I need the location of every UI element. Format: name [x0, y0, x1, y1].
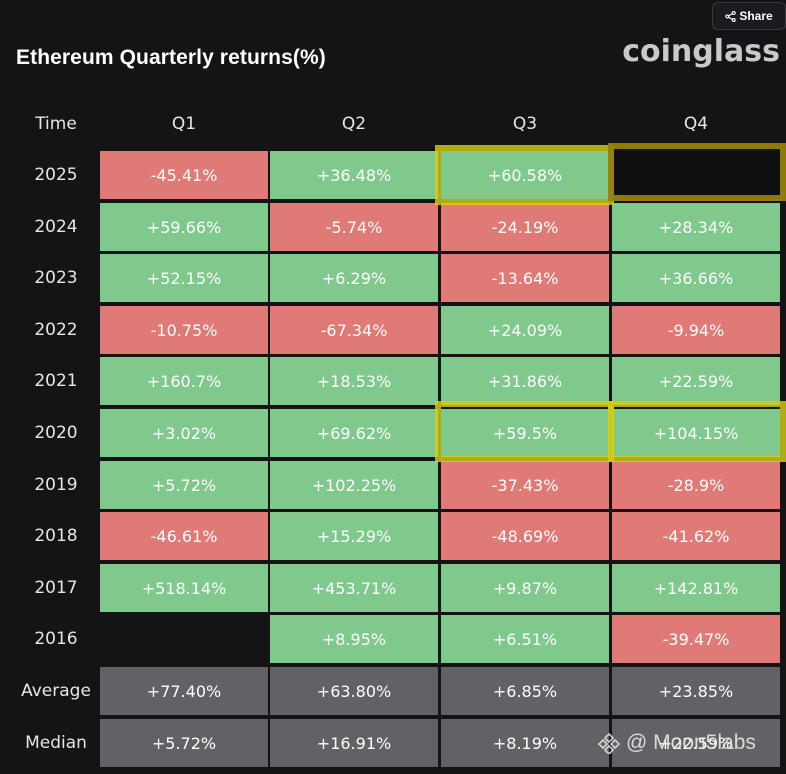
- summary-label: Average: [21, 681, 91, 701]
- return-cell: +142.81%: [612, 564, 780, 612]
- page-title: Ethereum Quarterly returns(%): [16, 46, 326, 69]
- return-cell: +3.02%: [100, 409, 268, 457]
- summary-cell: +77.40%: [100, 667, 268, 715]
- summary-cell: +16.91%: [270, 719, 438, 767]
- return-cell: +6.51%: [441, 615, 609, 663]
- diamond-logo-icon: [598, 732, 620, 754]
- return-cell: +52.15%: [100, 254, 268, 302]
- empty-q4-2025: [612, 151, 780, 199]
- year-label: 2023: [34, 268, 78, 288]
- return-cell: -48.69%: [441, 512, 609, 560]
- year-label: 2024: [34, 217, 78, 237]
- year-label: 2018: [34, 526, 78, 546]
- return-cell: -37.43%: [441, 461, 609, 509]
- return-cell: -39.47%: [612, 615, 780, 663]
- summary-cell: +5.72%: [100, 719, 268, 767]
- header-time: Time: [35, 114, 77, 134]
- return-cell: +18.53%: [270, 357, 438, 405]
- share-button[interactable]: Share: [712, 2, 786, 30]
- year-label: 2020: [34, 423, 78, 443]
- brand-logo: coinglass: [622, 34, 780, 69]
- return-cell: +6.29%: [270, 254, 438, 302]
- return-cell: +22.59%: [612, 357, 780, 405]
- watermark-text: @ Moon5labs: [626, 731, 756, 754]
- return-cell: +69.62%: [270, 409, 438, 457]
- return-cell: +160.7%: [100, 357, 268, 405]
- return-cell: +518.14%: [100, 564, 268, 612]
- return-cell: -10.75%: [100, 306, 268, 354]
- summary-label: Median: [25, 733, 87, 753]
- return-cell: +31.86%: [441, 357, 609, 405]
- return-cell: +36.66%: [612, 254, 780, 302]
- return-cell: +59.66%: [100, 203, 268, 251]
- year-label: 2019: [34, 475, 78, 495]
- return-cell: +5.72%: [100, 461, 268, 509]
- return-cell: +102.25%: [270, 461, 438, 509]
- return-cell: -24.19%: [441, 203, 609, 251]
- return-cell: +36.48%: [270, 151, 438, 199]
- return-cell: +104.15%: [612, 409, 780, 457]
- return-cell: +60.58%: [441, 151, 609, 199]
- return-cell: +453.71%: [270, 564, 438, 612]
- return-cell: +28.34%: [612, 203, 780, 251]
- header-q1: Q1: [171, 114, 197, 134]
- return-cell: +24.09%: [441, 306, 609, 354]
- year-label: 2022: [34, 320, 78, 340]
- year-label: 2016: [34, 629, 78, 649]
- header-q4: Q4: [683, 114, 709, 134]
- header-q2: Q2: [341, 114, 367, 134]
- share-label: Share: [739, 9, 773, 23]
- year-label: 2025: [34, 165, 78, 185]
- header-q3: Q3: [512, 114, 538, 134]
- summary-cell: +23.85%: [612, 667, 780, 715]
- return-cell: -13.64%: [441, 254, 609, 302]
- year-label: 2021: [34, 371, 78, 391]
- return-cell: -45.41%: [100, 151, 268, 199]
- return-cell: +59.5%: [441, 409, 609, 457]
- summary-cell: +22.59%: [612, 719, 780, 767]
- share-icon: [725, 10, 737, 22]
- return-cell: -41.62%: [612, 512, 780, 560]
- summary-cell: +63.80%: [270, 667, 438, 715]
- return-cell: [100, 615, 268, 663]
- watermark: @ Moon5labs: [598, 731, 756, 755]
- summary-cell: +8.19%: [441, 719, 609, 767]
- return-cell: -9.94%: [612, 306, 780, 354]
- year-label: 2017: [34, 578, 78, 598]
- return-cell: -28.9%: [612, 461, 780, 509]
- return-cell: +15.29%: [270, 512, 438, 560]
- return-cell: +8.95%: [270, 615, 438, 663]
- return-cell: -67.34%: [270, 306, 438, 354]
- return-cell: +9.87%: [441, 564, 609, 612]
- return-cell: -46.61%: [100, 512, 268, 560]
- return-cell: -5.74%: [270, 203, 438, 251]
- summary-cell: +6.85%: [441, 667, 609, 715]
